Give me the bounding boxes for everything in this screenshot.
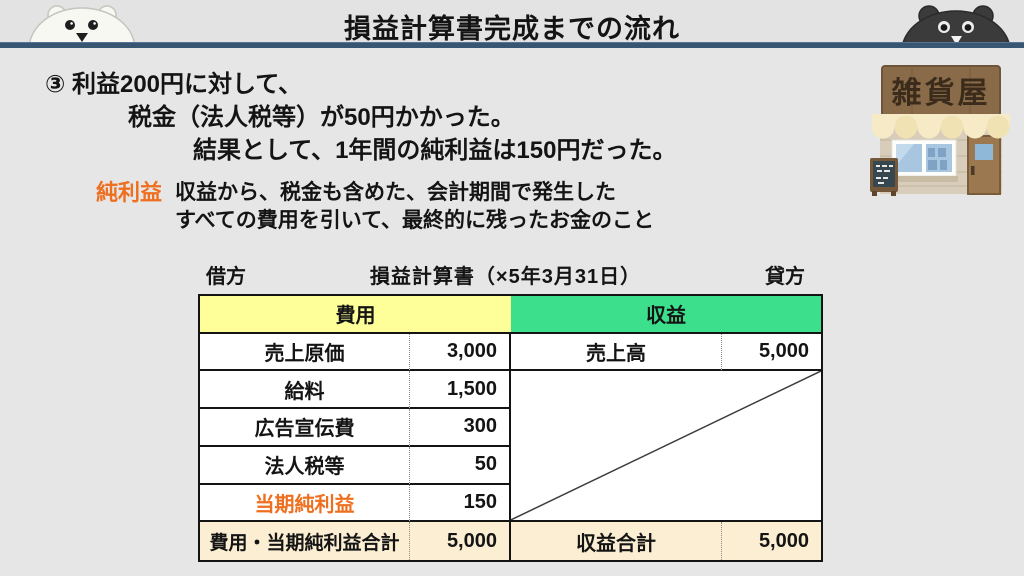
statement-title: 損益計算書（×5年3月31日） (369, 265, 642, 288)
problem-line-2: 税金（法人税等）が50円かかった。 (128, 104, 515, 131)
expense-header-cell: 費用 (200, 296, 511, 334)
definition-line-2: すべての費用を引いて、最終的に残ったお金のこと (175, 209, 655, 232)
debit-label: 借方 (206, 265, 246, 288)
expense-row-value: 300 (410, 409, 511, 447)
revenue-total-label: 収益合計 (511, 522, 722, 560)
white-bear-icon (28, 5, 136, 43)
page-title: 損益計算書完成までの流れ (344, 14, 680, 44)
definition-term: 純利益 (96, 180, 163, 205)
diagonal-line (511, 371, 821, 520)
net-income-row-label: 当期純利益 (200, 484, 410, 523)
net-income-definition: 純利益 収益から、税金も含めた、会計期間で発生した すべての費用を引いて、最終的… (96, 179, 654, 235)
revenue-header-cell: 収益 (511, 296, 821, 334)
black-bear-icon (901, 5, 1011, 46)
expense-row-label: 給料 (200, 371, 410, 410)
header-divider-line (0, 42, 1024, 48)
definition-body: 収益から、税金も含めた、会計期間で発生した すべての費用を引いて、最終的に残った… (175, 179, 654, 235)
revenue-row-label: 売上高 (511, 333, 722, 372)
expense-row-label: 広告宣伝費 (200, 409, 410, 447)
store-sign-text: 雑貨屋 (891, 76, 991, 110)
statement-caption: 借方 損益計算書（×5年3月31日） 貸方 (198, 257, 823, 291)
expense-total-label: 費用・当期純利益合計 (200, 522, 410, 560)
expense-total-value: 5,000 (410, 522, 511, 560)
empty-revenue-area (511, 371, 821, 523)
expense-row-value: 50 (410, 446, 511, 485)
revenue-total-value: 5,000 (722, 522, 821, 560)
problem-line-1: ③ 利益200円に対して、 (45, 71, 303, 98)
header-strip (0, 0, 1024, 42)
problem-text: ③ 利益200円に対して、 税金（法人税等）が50円かかった。 結果として、1年… (0, 68, 676, 167)
expense-row-value: 1,500 (410, 371, 511, 410)
credit-label: 貸方 (765, 265, 805, 288)
profit-loss-table: 費用 収益 売上原価 3,000 売上高 5,000 給料 1,500 広告宣伝… (198, 294, 823, 562)
definition-line-1: 収益から、税金も含めた、会計期間で発生した (175, 181, 617, 204)
net-income-row-value: 150 (410, 484, 511, 523)
revenue-row-value: 5,000 (722, 334, 821, 372)
problem-line-3: 結果として、1年間の純利益は150円だった。 (193, 137, 677, 164)
expense-row-label: 法人税等 (200, 446, 410, 485)
expense-row-value: 3,000 (410, 333, 511, 372)
expense-row-label: 売上原価 (200, 333, 410, 372)
general-store-icon: 雑貨屋 (870, 65, 1010, 196)
